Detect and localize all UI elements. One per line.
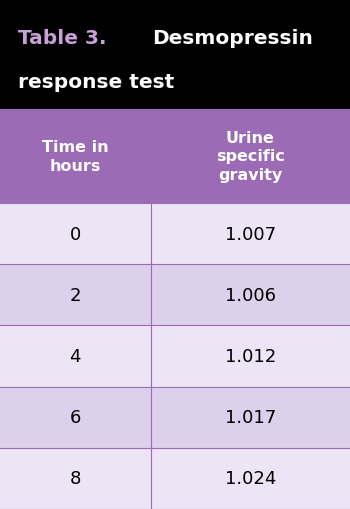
Text: Time in
hours: Time in hours xyxy=(42,140,108,173)
Text: response test: response test xyxy=(18,73,174,92)
Text: Desmopressin: Desmopressin xyxy=(152,29,313,48)
Text: 1.012: 1.012 xyxy=(225,347,276,365)
Text: 1.006: 1.006 xyxy=(225,286,276,304)
Text: 4: 4 xyxy=(70,347,81,365)
Text: 2: 2 xyxy=(70,286,81,304)
Bar xyxy=(0,326,350,387)
Text: 0: 0 xyxy=(70,225,81,243)
Bar xyxy=(0,265,350,326)
Text: 1.007: 1.007 xyxy=(225,225,276,243)
Text: 1.024: 1.024 xyxy=(225,469,276,488)
Text: 8: 8 xyxy=(70,469,81,488)
Text: Table 3.: Table 3. xyxy=(18,29,113,48)
Bar xyxy=(0,448,350,509)
Text: 6: 6 xyxy=(70,408,81,427)
Bar xyxy=(0,387,350,448)
Bar xyxy=(0,109,350,204)
Text: Urine
specific
gravity: Urine specific gravity xyxy=(216,130,285,183)
Bar xyxy=(0,204,350,265)
Text: 1.017: 1.017 xyxy=(225,408,276,427)
